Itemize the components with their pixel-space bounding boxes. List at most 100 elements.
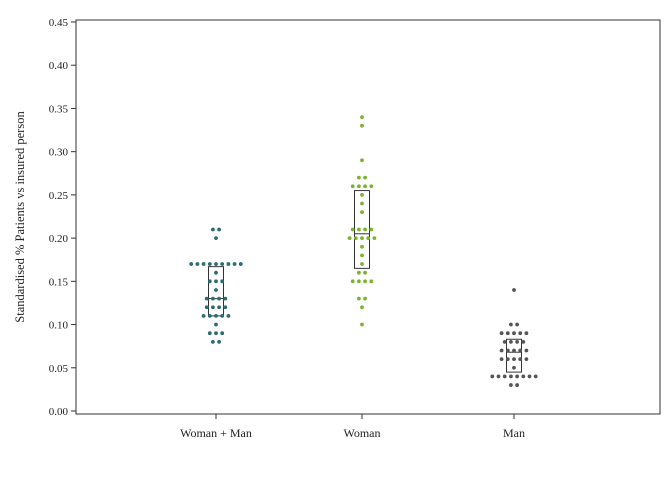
data-point <box>220 314 225 318</box>
y-tick-label: 0.05 <box>49 363 69 375</box>
data-point <box>357 175 361 180</box>
data-point <box>350 227 355 232</box>
data-point <box>505 348 510 353</box>
data-point <box>369 279 374 284</box>
data-point <box>509 374 513 379</box>
data-points <box>189 115 538 387</box>
y-tick-label: 0.20 <box>49 233 69 245</box>
data-point <box>496 374 501 379</box>
data-point <box>220 279 225 284</box>
data-point <box>214 262 218 266</box>
data-point <box>515 383 519 387</box>
y-axis: 0.00 0.05 0.10 0.15 0.20 0.25 0.30 0.35 0.40 0.45 <box>49 17 76 418</box>
data-point <box>201 314 206 318</box>
data-point <box>204 305 209 310</box>
data-point <box>211 305 215 310</box>
data-point <box>505 357 510 362</box>
data-point <box>363 279 367 284</box>
data-point <box>509 383 513 387</box>
data-point <box>223 305 228 310</box>
data-point <box>357 227 361 232</box>
plot-frame <box>75 19 661 415</box>
data-point <box>512 365 516 370</box>
data-point <box>369 184 374 189</box>
y-tick-label: 0.40 <box>49 60 69 72</box>
data-point <box>515 374 519 379</box>
data-point <box>214 322 218 327</box>
y-tick-label: 0.00 <box>49 406 69 418</box>
data-point <box>515 339 519 344</box>
data-point <box>232 262 237 266</box>
data-point <box>360 158 364 163</box>
data-point <box>214 314 218 318</box>
data-point <box>360 305 364 310</box>
data-point <box>360 115 364 119</box>
data-point <box>533 374 538 379</box>
data-point <box>360 201 364 206</box>
data-point <box>350 184 355 189</box>
data-point <box>214 279 218 284</box>
data-point <box>207 262 212 266</box>
data-point <box>512 288 516 292</box>
data-point <box>363 296 367 301</box>
data-point <box>527 374 532 379</box>
data-point <box>512 331 516 336</box>
x-axis: Woman + Man Woman Man <box>180 414 525 440</box>
data-point <box>357 270 361 275</box>
data-point <box>515 322 519 327</box>
data-point <box>211 227 215 232</box>
data-point <box>360 253 364 258</box>
data-point <box>372 236 377 241</box>
data-point <box>195 262 200 266</box>
data-point <box>512 357 516 362</box>
data-point <box>207 331 212 336</box>
data-point <box>502 339 507 344</box>
data-point <box>512 348 516 353</box>
data-point <box>490 374 495 379</box>
iqr-box <box>506 338 522 373</box>
data-point <box>360 123 364 128</box>
y-tick-label: 0.30 <box>49 147 69 159</box>
data-point <box>357 184 361 189</box>
y-axis-label: Standardised % Patients vs insured perso… <box>13 111 27 323</box>
data-point <box>524 331 529 336</box>
data-point <box>509 322 513 327</box>
data-point <box>347 236 352 241</box>
data-point <box>350 279 355 284</box>
data-point <box>214 236 218 241</box>
data-point <box>189 262 194 266</box>
data-point <box>220 331 225 336</box>
data-point <box>353 236 358 241</box>
data-point <box>214 288 218 292</box>
data-point <box>226 314 231 318</box>
data-point <box>211 339 215 344</box>
data-point <box>518 357 523 362</box>
category-label: Man <box>503 426 525 440</box>
data-point <box>524 357 529 362</box>
data-point <box>363 184 367 189</box>
data-point <box>201 262 206 266</box>
data-point <box>518 331 523 336</box>
data-point <box>366 236 371 241</box>
data-point <box>238 262 243 266</box>
data-point <box>360 262 364 266</box>
data-point <box>207 279 212 284</box>
data-point <box>499 357 504 362</box>
data-point <box>357 279 361 284</box>
data-point <box>521 374 526 379</box>
data-point <box>217 305 222 310</box>
data-point <box>223 296 228 301</box>
data-point <box>217 227 222 232</box>
data-point <box>207 314 212 318</box>
data-point <box>360 210 364 215</box>
data-point <box>509 339 513 344</box>
y-tick-label: 0.45 <box>49 17 69 29</box>
data-point <box>360 236 364 241</box>
data-point <box>360 192 364 197</box>
data-point <box>502 374 507 379</box>
data-point <box>369 227 374 232</box>
category-label: Woman <box>343 426 380 440</box>
data-point <box>363 270 367 275</box>
data-point <box>521 339 526 344</box>
